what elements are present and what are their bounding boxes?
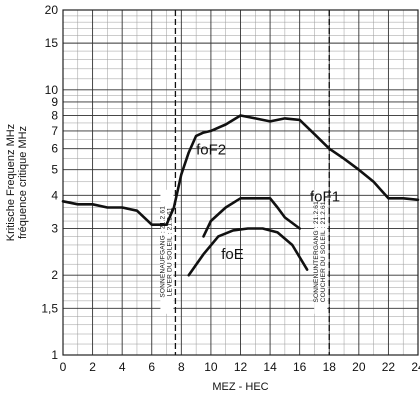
- y-tick-label: 20: [45, 3, 59, 17]
- y-tick-label: 15: [45, 36, 59, 50]
- y-tick-label: 3: [51, 221, 58, 235]
- marker-label-background: [160, 189, 174, 314]
- y-axis-title: Kritische Frequenz MHz fréquence critiqu…: [5, 124, 29, 241]
- marker-label: SONNENAUFGANG : 21.2.61: [159, 206, 166, 298]
- series-line-foF1: [202, 197, 301, 238]
- y-tick-label: 6: [51, 142, 58, 156]
- x-tick-label: 2: [89, 360, 96, 374]
- y-axis-title-line-2: fréquence critique MHz: [17, 126, 29, 239]
- y-tick-label: 5: [51, 163, 58, 177]
- series-label-foE: foE: [221, 246, 244, 263]
- y-tick-label: 7: [51, 124, 58, 138]
- marker-label: SONNENUNTERGANG : 21.2.61: [313, 201, 320, 303]
- series-line-foF2: [61, 114, 420, 226]
- x-tick-label: 6: [148, 360, 155, 374]
- y-tick-label: 2: [51, 268, 58, 282]
- x-tick-label: 0: [60, 360, 67, 374]
- y-tick-label: 4: [51, 188, 58, 202]
- x-tick-label: 8: [178, 360, 185, 374]
- marker-label: COUCHER DU SOLEIL : 21.2.61: [320, 201, 327, 302]
- x-tick-label: 10: [204, 360, 218, 374]
- series-label-foF1: foF1: [310, 188, 340, 205]
- y-tick-label: 9: [51, 95, 58, 109]
- series-labels: foF2 foF1 foE: [196, 142, 340, 264]
- x-tick-label: 14: [263, 360, 277, 374]
- x-tick-label: 16: [293, 360, 307, 374]
- x-tick-label: 24: [411, 360, 420, 374]
- marker-label: LEVER DU SOLEIL : 21.2.61: [166, 207, 173, 296]
- x-tick-label: 18: [323, 360, 337, 374]
- series-lines: [61, 114, 420, 277]
- major-grid: [62, 9, 419, 356]
- y-tick-label: 10: [45, 83, 59, 97]
- plot-frame: [62, 9, 419, 356]
- x-axis-title: MEZ - HEC: [212, 381, 268, 393]
- x-tick-label: 20: [352, 360, 366, 374]
- marker-label-background: [314, 189, 328, 314]
- y-tick-label: 1: [51, 348, 58, 362]
- x-tick-label: 22: [382, 360, 396, 374]
- y-axis-title-line-1: Kritische Frequenz MHz: [5, 124, 17, 241]
- series-label-foF2: foF2: [196, 142, 226, 159]
- y-tick-label: 8: [51, 109, 58, 123]
- y-tick-label: 1,5: [41, 301, 58, 315]
- series-line-foE: [187, 227, 309, 277]
- x-axis-ticks: 024681012141618202224: [60, 360, 420, 374]
- x-tick-label: 4: [119, 360, 126, 374]
- sunrise-sunset-markers: SONNENAUFGANG : 21.2.61 LEVER DU SOLEIL :…: [159, 10, 330, 355]
- x-tick-label: 12: [234, 360, 248, 374]
